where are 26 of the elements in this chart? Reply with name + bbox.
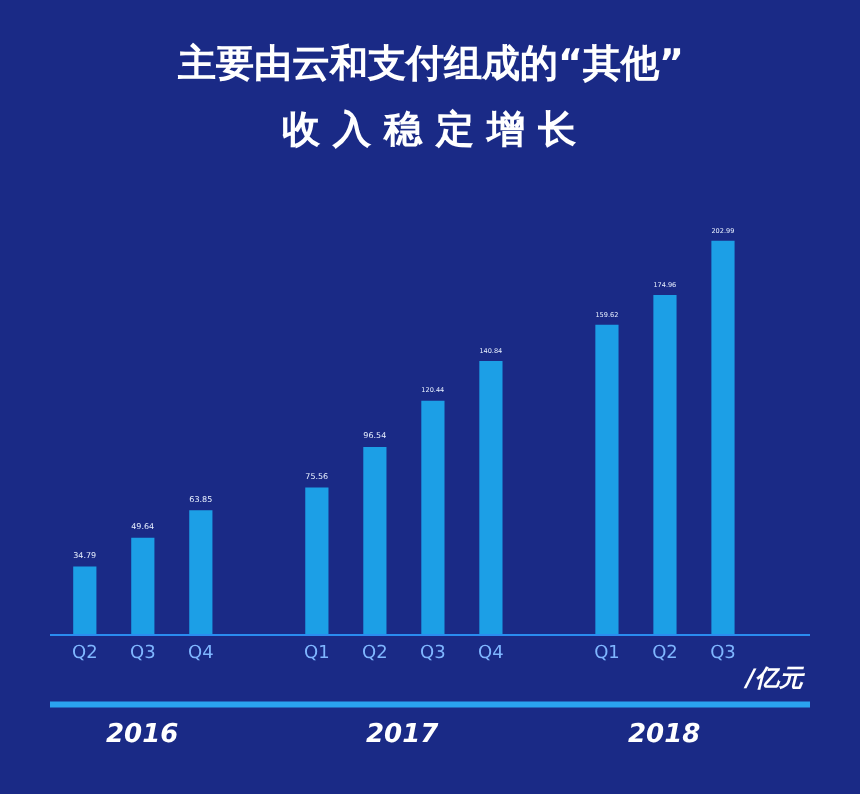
text: 2016 — [106, 720, 179, 750]
bar — [595, 324, 619, 634]
x-tick-label: Q2 — [652, 643, 678, 664]
x-tick-label: Q1 — [594, 643, 620, 664]
bar — [711, 240, 735, 634]
x-tick-label: Q4 — [478, 643, 505, 664]
bar — [421, 400, 445, 634]
x-tick-label: Q3 — [710, 643, 736, 664]
bar — [131, 537, 155, 634]
chart-subtitle: 收 入 稳 定 增 长 — [282, 108, 579, 152]
text: 2017 — [366, 720, 441, 750]
bar — [189, 510, 213, 634]
bar — [73, 566, 97, 634]
x-tick-label: Q1 — [304, 643, 330, 664]
chart-title: 主要由云和支付组成的“其他” — [176, 42, 684, 86]
bar — [305, 487, 329, 634]
bar — [479, 361, 503, 634]
bar — [363, 446, 387, 634]
bar — [653, 295, 677, 634]
x-axis-title: /亿元 — [742, 664, 807, 692]
x-tick-label: Q2 — [362, 643, 388, 664]
x-tick-label: Q3 — [130, 643, 156, 664]
x-tick-label: Q2 — [71, 643, 98, 664]
x-tick-label: Q3 — [420, 643, 446, 664]
x-tick-label: Q4 — [188, 643, 215, 664]
text: 2018 — [628, 720, 701, 750]
